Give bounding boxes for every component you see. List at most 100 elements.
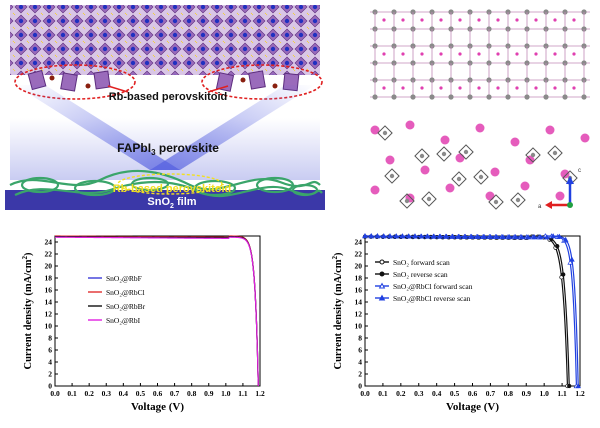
lattice-atom xyxy=(562,94,568,100)
axis-indicator: c a xyxy=(538,168,581,210)
x-axis-label: Voltage (V) xyxy=(131,401,184,413)
series-line xyxy=(54,236,259,387)
perovskitoid-atom xyxy=(370,185,380,195)
perovskitoid-cluster-right xyxy=(215,70,300,92)
perovskitoid-atom xyxy=(441,151,447,157)
series-marker xyxy=(437,233,444,239)
lattice-atom xyxy=(420,52,424,56)
perovskitoid-octahedron xyxy=(377,125,393,141)
y-tick-label: 0 xyxy=(48,382,52,391)
y-tick-label: 4 xyxy=(48,358,52,367)
series-marker xyxy=(456,233,462,239)
y-tick-label: 24 xyxy=(45,238,53,247)
x-tick-label: 0.7 xyxy=(486,389,496,398)
x-tick-label: 1.0 xyxy=(539,389,549,398)
series-marker xyxy=(537,234,544,240)
crystal-structure-panel: c a xyxy=(350,0,600,215)
series-marker xyxy=(381,233,387,239)
y-tick-label: 10 xyxy=(45,322,53,331)
legend-label: SnO₂@RbF xyxy=(106,274,142,283)
y-tick-label: 6 xyxy=(48,346,52,355)
x-tick-label: 0.2 xyxy=(84,389,94,398)
interlayer-label: Rb-based perovskitoid xyxy=(113,183,232,195)
lattice-atom xyxy=(439,18,443,22)
lattice-atom xyxy=(572,86,576,90)
y-tick-label: 8 xyxy=(48,334,52,343)
perovskitoid-octahedron xyxy=(488,194,504,210)
perovskitoid-atom xyxy=(419,153,425,159)
series-marker xyxy=(512,234,519,240)
perovskitoid-atom xyxy=(515,197,521,203)
schematic-panel: Rb-based perovskitoid FAPbI3 perovskite … xyxy=(0,0,330,215)
x-tick-label: 0.5 xyxy=(136,389,146,398)
perovskitoid-atom xyxy=(520,181,530,191)
lattice-atom xyxy=(534,18,538,22)
x-tick-label: 0.3 xyxy=(102,389,112,398)
series-marker xyxy=(569,256,575,262)
lattice-atom xyxy=(515,18,519,22)
series-marker xyxy=(424,233,431,239)
perovskitoid-atom xyxy=(478,174,484,180)
series-marker xyxy=(449,233,456,239)
x-tick-label: 0.2 xyxy=(396,389,406,398)
legend-marker xyxy=(379,271,385,277)
perovskitoid-atom xyxy=(490,167,500,177)
lattice-atom xyxy=(401,18,405,22)
x-tick-label: 1.1 xyxy=(557,389,567,398)
perovskite-label: FAPbI3 perovskite xyxy=(117,141,219,157)
lattice-atom xyxy=(553,52,557,56)
legend-marker xyxy=(379,259,385,265)
chart-svg: 0.0 0.1 0.2 0.3 0.4 0.5 0.6 0.7 0.8 0.9 1.0 1.1 1.2 0… xyxy=(21,235,265,413)
series-marker xyxy=(475,233,481,239)
legend-label: SnO₂ forward scan xyxy=(393,258,450,267)
y-tick-label: 20 xyxy=(45,262,53,271)
axis-c-label: c xyxy=(578,168,581,174)
perovskitoid-atom xyxy=(426,196,432,202)
perovskitoid-atom xyxy=(555,191,565,201)
perovskitoid-octahedron xyxy=(451,171,467,187)
lattice-atom xyxy=(543,94,549,100)
y-tick-label: 22 xyxy=(45,250,53,259)
lattice-atom xyxy=(401,52,405,56)
lattice-atom xyxy=(429,94,435,100)
y-tick-label: 2 xyxy=(48,370,52,379)
series-marker xyxy=(487,233,494,239)
series-marker xyxy=(544,234,550,240)
perovskitoid-atom xyxy=(475,123,485,133)
lattice-atom xyxy=(477,18,481,22)
lattice-atom xyxy=(401,86,405,90)
perovskitoid-atom xyxy=(493,199,499,205)
series-line xyxy=(54,235,259,387)
x-tick-label: 0.3 xyxy=(414,389,424,398)
x-tick-label: 0.1 xyxy=(67,389,77,398)
lattice-atom xyxy=(515,86,519,90)
perovskitoid-octahedron xyxy=(458,144,474,160)
legend-label: SnO₂@RbI xyxy=(106,316,141,325)
lattice-atom xyxy=(467,94,473,100)
perovskitoid-atom xyxy=(405,120,415,130)
y-tick-label: 0 xyxy=(358,382,362,391)
perovskitoid-atom xyxy=(485,191,495,201)
x-axis-label: Voltage (V) xyxy=(446,401,499,413)
series-marker xyxy=(399,233,406,239)
lattice-atom xyxy=(553,18,557,22)
perovskitoid-atom xyxy=(389,173,395,179)
y-tick-label: 22 xyxy=(355,250,363,259)
series-marker xyxy=(575,383,582,389)
film-label: SnO2 film xyxy=(147,196,196,210)
series-marker xyxy=(562,236,569,242)
y-tick-label: 12 xyxy=(45,310,53,319)
perovskitoid-octahedron xyxy=(473,169,489,185)
arrow-right xyxy=(207,85,229,93)
series-marker xyxy=(468,233,475,239)
perovskitoid-atom xyxy=(525,155,535,165)
x-tick-label: 0.0 xyxy=(360,389,370,398)
series-marker xyxy=(418,233,425,239)
series-marker xyxy=(374,233,381,239)
series-marker xyxy=(412,233,418,239)
chart-svg: 0.0 0.1 0.2 0.3 0.4 0.5 0.6 0.7 0.8 0.9 1.0 1.1 1.2 0… xyxy=(331,233,585,413)
lattice-atom xyxy=(448,94,454,100)
series-marker xyxy=(506,234,513,240)
series-marker xyxy=(561,272,566,277)
y-tick-label: 16 xyxy=(355,286,363,295)
